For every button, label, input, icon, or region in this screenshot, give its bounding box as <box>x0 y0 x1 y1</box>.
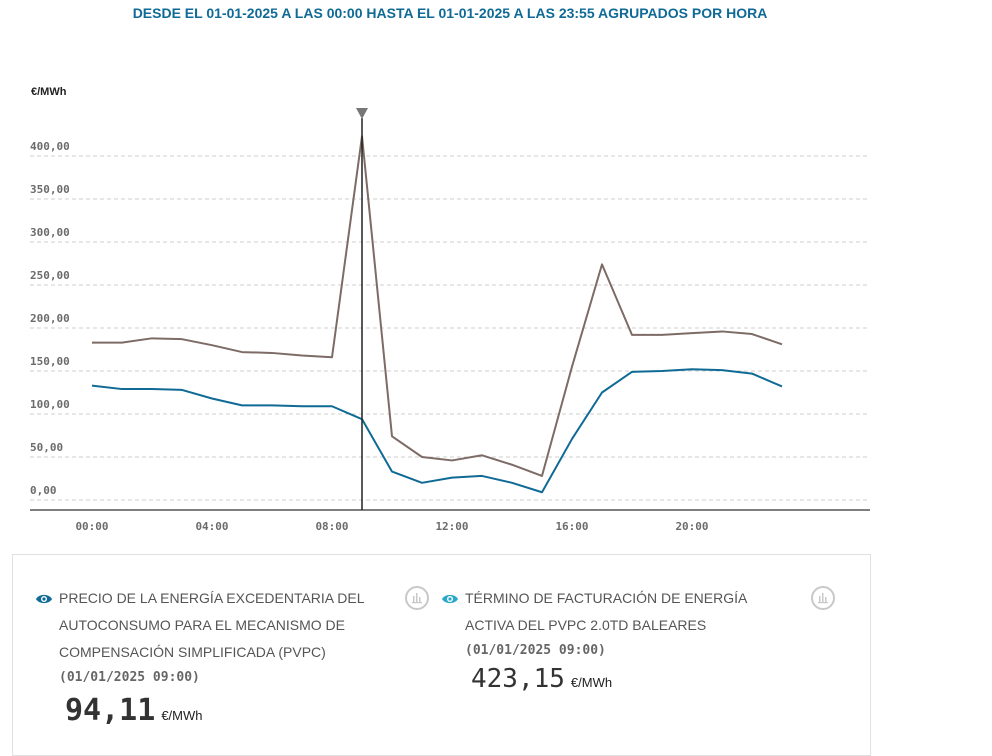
y-tick-label: 300,00 <box>30 226 70 239</box>
cursor-marker-icon <box>356 108 368 119</box>
y-tick-label: 100,00 <box>30 398 70 411</box>
series-lines <box>91 135 783 494</box>
legend-panel: PRECIO DE LA ENERGÍA EXCEDENTARIA DEL AU… <box>12 554 871 756</box>
line-chart[interactable]: 0,00 50,00 100,00 150,00 200,00 250,00 300,00 3… <box>0 0 992 550</box>
y-axis-unit: €/MWh <box>31 86 67 98</box>
bar-chart-icon <box>412 593 422 604</box>
y-tick-label: 250,00 <box>30 269 70 282</box>
legend-series-date: (01/01/2025 09:00) <box>59 670 200 685</box>
legend-series-title: TÉRMINO DE FACTURACIÓN DE ENERGÍA ACTIVA… <box>465 590 747 633</box>
series-line-2 <box>92 135 783 477</box>
y-tick-label: 400,00 <box>30 140 70 153</box>
x-tick-label: 08:00 <box>315 520 348 533</box>
eye-icon[interactable] <box>35 593 53 605</box>
y-tick-label: 50,00 <box>30 441 63 454</box>
y-tick-label: 350,00 <box>30 183 70 196</box>
legend-series-title: PRECIO DE LA ENERGÍA EXCEDENTARIA DEL AU… <box>59 590 364 660</box>
y-tick-label: 200,00 <box>30 312 70 325</box>
y-tick-labels: 0,00 50,00 100,00 150,00 200,00 250,00 300,00 3… <box>30 140 70 497</box>
y-tick-label: 0,00 <box>30 484 57 497</box>
x-tick-labels: 00:00 04:00 08:00 12:00 16:00 20:00 <box>75 520 708 533</box>
x-tick-label: 04:00 <box>195 520 228 533</box>
x-tick-label: 16:00 <box>555 520 588 533</box>
x-tick-label: 20:00 <box>675 520 708 533</box>
x-tick-label: 00:00 <box>75 520 108 533</box>
legend-series-value: 94,11 <box>65 693 156 728</box>
bar-chart-icon <box>818 593 828 604</box>
chart-subtitle: DESDE EL 01-01-2025 A LAS 00:00 HASTA EL… <box>132 5 768 21</box>
hover-cursor[interactable] <box>356 108 368 510</box>
y-tick-label: 150,00 <box>30 355 70 368</box>
legend-series-unit: €/MWh <box>570 675 613 690</box>
legend-series-value: 423,15 <box>471 664 565 694</box>
series-chart-button[interactable] <box>811 586 835 610</box>
x-tick-label: 12:00 <box>435 520 468 533</box>
grid-lines <box>30 155 868 501</box>
legend-series-date: (01/01/2025 09:00) <box>465 643 606 658</box>
series-chart-button[interactable] <box>405 586 429 610</box>
series-line-1 <box>91 368 783 494</box>
eye-icon[interactable] <box>441 593 459 605</box>
legend-series-unit: €/MWh <box>161 708 203 723</box>
